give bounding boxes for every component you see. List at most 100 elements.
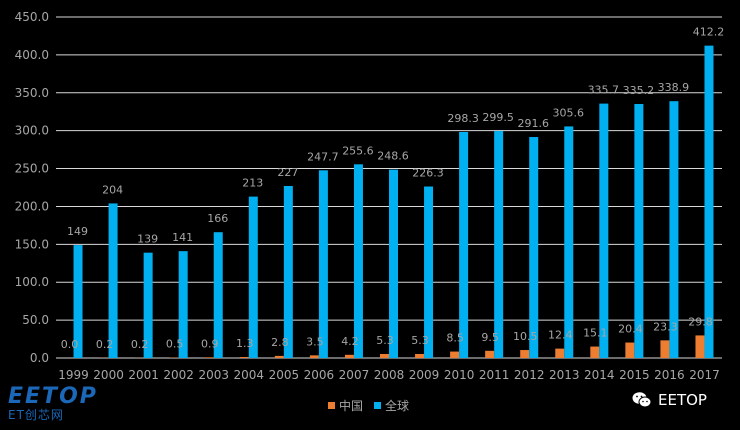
x-tick-label: 2014 <box>584 368 615 382</box>
data-label-china: 20.4 <box>618 323 643 336</box>
logo-main-text: EETOP <box>8 384 98 409</box>
data-label-global: 213 <box>242 177 263 190</box>
bar-china <box>590 346 600 358</box>
x-tick-label: 2007 <box>339 368 370 382</box>
data-label-global: 248.6 <box>377 150 409 163</box>
bar-china <box>239 357 249 358</box>
bar-global <box>494 131 504 358</box>
x-tick-label: 2008 <box>374 368 405 382</box>
data-label-global: 298.3 <box>447 112 479 125</box>
data-label-china: 23.3 <box>653 320 678 333</box>
x-tick-label: 2012 <box>514 368 545 382</box>
x-tick-label: 1999 <box>58 368 89 382</box>
y-tick-label: 0.0 <box>30 351 49 365</box>
bar-global <box>599 103 609 358</box>
data-label-china: 0.2 <box>96 338 114 351</box>
bar-china <box>415 353 425 358</box>
data-label-global: 226.3 <box>412 167 444 180</box>
x-tick-label: 2004 <box>234 368 265 382</box>
data-label-china: 0.5 <box>166 338 184 351</box>
legend-swatch <box>328 402 335 409</box>
bar-china <box>380 353 389 358</box>
data-label-global: 291.6 <box>517 117 549 130</box>
watermark-text: EETOP <box>658 391 707 409</box>
x-tick-label: 2005 <box>269 368 300 382</box>
y-tick-label: 300.0 <box>15 124 49 138</box>
y-tick-label: 100.0 <box>15 275 49 289</box>
bar-global <box>318 170 328 358</box>
data-label-china: 15.1 <box>583 327 608 340</box>
bar-china <box>309 355 319 358</box>
data-label-china: 9.5 <box>481 331 499 344</box>
x-tick-label: 2013 <box>549 368 580 382</box>
x-tick-label: 2011 <box>479 368 510 382</box>
data-label-china: 3.5 <box>306 335 324 348</box>
bar-global <box>248 196 258 358</box>
data-label-global: 412.2 <box>693 26 725 39</box>
x-tick-label: 2015 <box>619 368 650 382</box>
bar-global <box>143 252 153 358</box>
legend-label: 中国 <box>339 398 363 413</box>
bar-global <box>389 169 398 358</box>
y-tick-label: 350.0 <box>15 86 49 100</box>
data-label-china: 12.4 <box>548 329 573 342</box>
bar-china <box>204 357 214 358</box>
bar-global <box>529 137 539 358</box>
data-label-china: 0.0 <box>61 338 79 351</box>
x-tick-label: 2002 <box>163 368 194 382</box>
bar-global <box>108 203 118 358</box>
logo-sub-text: ET创芯网 <box>8 408 64 422</box>
bar-global <box>73 245 83 358</box>
legend-swatch <box>374 402 381 409</box>
y-tick-label: 450.0 <box>15 10 49 24</box>
eetop-logo: EETOP ET创芯网 <box>8 386 118 426</box>
data-label-global: 166 <box>207 212 228 225</box>
bar-china <box>625 342 635 358</box>
y-tick-label: 50.0 <box>22 313 49 327</box>
data-label-china: 0.9 <box>201 337 219 350</box>
x-tick-label: 2000 <box>93 368 124 382</box>
bar-china <box>695 335 705 358</box>
bar-china <box>520 350 530 358</box>
x-tick-label: 2006 <box>304 368 335 382</box>
bar-china <box>485 350 495 358</box>
bar-china <box>660 340 670 358</box>
bar-china <box>344 354 354 358</box>
bar-global <box>353 164 363 358</box>
bar-global <box>459 131 469 358</box>
data-label-china: 4.2 <box>341 335 359 348</box>
data-label-china: 2.8 <box>271 336 289 349</box>
x-tick-label: 2016 <box>654 368 685 382</box>
data-label-global: 204 <box>102 183 123 196</box>
bar-global <box>634 103 644 358</box>
data-label-china: 8.5 <box>446 332 464 345</box>
bar-china <box>450 351 460 358</box>
data-label-global: 139 <box>137 233 158 246</box>
data-label-global: 335.7 <box>588 84 620 97</box>
wechat-icon <box>632 392 652 408</box>
x-tick-label: 2001 <box>128 368 159 382</box>
data-label-global: 149 <box>67 225 88 238</box>
bar-global <box>178 251 188 358</box>
bar-global <box>669 101 679 358</box>
y-tick-label: 400.0 <box>15 48 49 62</box>
data-label-china: 0.2 <box>131 338 149 351</box>
data-label-global: 247.7 <box>307 150 339 163</box>
bar-global <box>283 185 293 358</box>
data-label-global: 335.2 <box>623 84 655 97</box>
x-tick-label: 2003 <box>198 368 229 382</box>
data-label-china: 5.3 <box>411 334 429 347</box>
x-tick-label: 2010 <box>444 368 475 382</box>
data-label-global: 141 <box>172 231 193 244</box>
x-tick-label: 2009 <box>409 368 440 382</box>
data-label-global: 255.6 <box>342 144 374 157</box>
bar-china <box>274 355 284 358</box>
y-tick-label: 150.0 <box>15 237 49 251</box>
data-label-global: 338.9 <box>658 81 690 94</box>
y-tick-label: 200.0 <box>15 199 49 213</box>
bar-global <box>424 186 434 358</box>
bar-china <box>555 348 565 358</box>
bar-global <box>704 45 714 358</box>
wechat-watermark: EETOP <box>632 389 707 411</box>
data-label-global: 299.5 <box>482 111 514 124</box>
